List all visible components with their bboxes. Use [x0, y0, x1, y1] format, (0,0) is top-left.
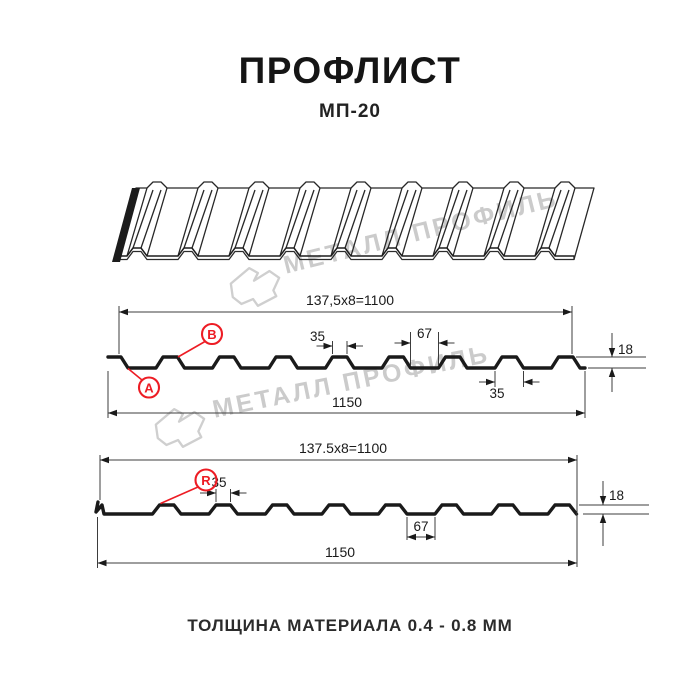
- side-a-label-text: A: [144, 380, 154, 395]
- side-b-label: [200, 322, 224, 346]
- cross-section-1: 137,5x8=1100 35 67 18 35 1150 A B: [106, 292, 646, 418]
- dim-profile-height: 18: [609, 488, 624, 503]
- profile-model: МП-20: [319, 101, 381, 122]
- side-a-label: [137, 376, 161, 399]
- dim-valley-width: 67: [413, 519, 428, 534]
- dim-underside-width: 35: [489, 386, 504, 401]
- dim-cover-width: 137.5x8=1100: [299, 440, 387, 456]
- reverse-side-label: [194, 468, 218, 492]
- reverse-side-label-text: R: [201, 473, 211, 488]
- dim-cover-width: 137,5x8=1100: [306, 292, 394, 308]
- dim-crest-width: 35: [310, 329, 325, 344]
- material-thickness-note: ТОЛЩИНА МАТЕРИАЛА 0.4 - 0.8 ММ: [187, 616, 513, 635]
- profile-3d-view: [112, 181, 595, 262]
- dim-overall-width: 1150: [325, 544, 355, 560]
- dim-profile-height: 18: [618, 342, 633, 357]
- side-b-label-text: B: [207, 327, 216, 342]
- sheet-cut-edge: [112, 188, 140, 262]
- dim-overall-width: 1150: [332, 394, 362, 410]
- metall-profil-logo-watermark: [154, 407, 206, 448]
- header: ПРОФЛИСТ МП-20: [0, 50, 700, 123]
- dim-valley-width: 67: [417, 326, 432, 341]
- page-title: ПРОФЛИСТ: [238, 50, 462, 91]
- metall-profil-logo-watermark: [229, 266, 281, 307]
